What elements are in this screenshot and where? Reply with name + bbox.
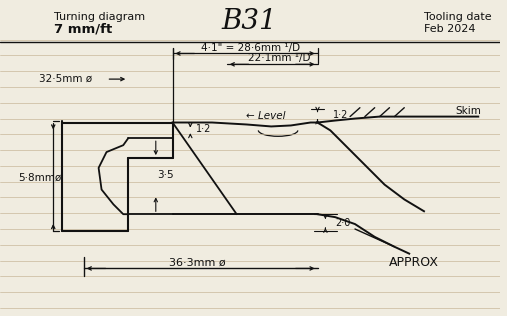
Text: 1·2: 1·2 (196, 125, 212, 134)
Text: APPROX: APPROX (389, 256, 439, 269)
Text: 7 mm/ft: 7 mm/ft (54, 22, 113, 35)
Text: 2·0: 2·0 (336, 218, 351, 228)
Text: 36·3mm ø: 36·3mm ø (169, 258, 226, 268)
Text: 4·1" = 28·6mm ¹/D: 4·1" = 28·6mm ¹/D (201, 43, 300, 52)
Text: 22·1mm ¹/D: 22·1mm ¹/D (248, 53, 310, 64)
Text: 32·5mm ø: 32·5mm ø (40, 74, 93, 84)
Text: 3·5: 3·5 (157, 170, 174, 180)
Text: Turning diagram: Turning diagram (54, 12, 146, 22)
Text: 1·2: 1·2 (333, 110, 348, 120)
Text: Feb 2024: Feb 2024 (424, 24, 476, 34)
Text: ← Level: ← Level (246, 111, 286, 121)
Text: B31: B31 (222, 9, 277, 35)
Text: Tooling date: Tooling date (424, 12, 492, 22)
Text: 5·8mmø: 5·8mmø (18, 173, 61, 183)
Text: Skim: Skim (456, 106, 482, 116)
